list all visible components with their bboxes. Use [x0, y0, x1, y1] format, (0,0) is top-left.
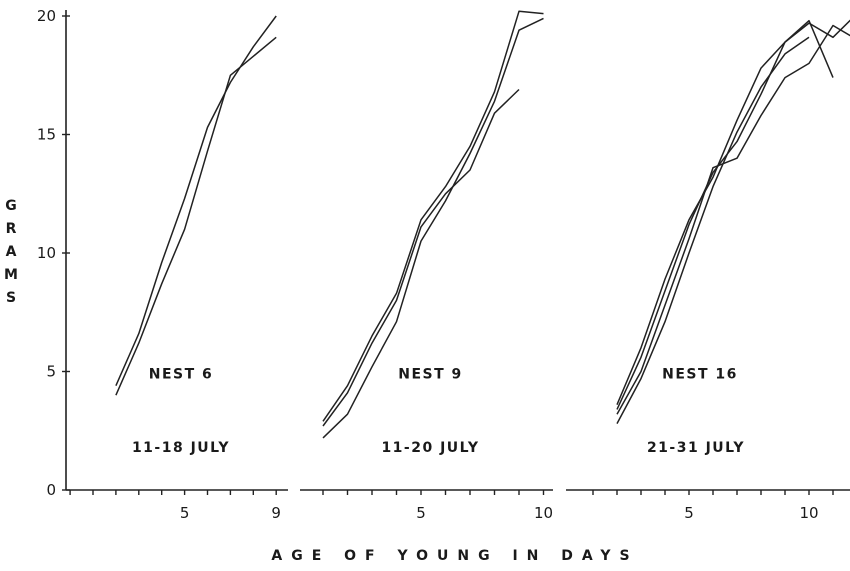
- growth-line-series: [322, 10, 544, 422]
- y-tick-label: 5: [46, 363, 56, 381]
- growth-line-series: [115, 15, 277, 387]
- panel-dates-label: 11-20 JULY: [381, 440, 479, 456]
- panel-nest-2: 5 10 NEST 16 21-31 JULY: [566, 19, 850, 522]
- growth-line-series: [616, 19, 850, 410]
- growth-line-series: [616, 36, 810, 424]
- growth-line-series: [322, 17, 544, 439]
- x-tick-label: 5: [180, 504, 190, 522]
- panel-dates-label: 21-31 JULY: [647, 440, 745, 456]
- y-tick-label: 10: [37, 244, 56, 262]
- growth-line-series: [115, 36, 277, 396]
- x-tick-label: 10: [534, 504, 553, 522]
- y-tick-label: 0: [46, 481, 56, 499]
- growth-line-series: [616, 24, 850, 415]
- panel-nest-1: 5 10 NEST 9 11-20 JULY: [300, 10, 553, 522]
- y-tick-label: 15: [37, 126, 56, 144]
- chart-panels: 5 9 NEST 6 11-18 JULY 5 10 NEST 9 11-20 JULY 5 10…: [66, 10, 850, 522]
- x-axis-title: AGE OF YOUNG IN DAYS: [271, 548, 638, 564]
- x-tick-label: 5: [416, 504, 426, 522]
- panel-dates-label: 11-18 JULY: [132, 440, 230, 456]
- y-tick-label: 20: [37, 7, 56, 25]
- panel-name-label: NEST 16: [662, 367, 738, 383]
- panel-name-label: NEST 9: [398, 367, 463, 383]
- panel-nest-0: 5 9 NEST 6 11-18 JULY: [66, 15, 288, 522]
- x-tick-label: 9: [271, 504, 281, 522]
- growth-line-series: [616, 19, 834, 405]
- growth-line-series: [322, 88, 520, 427]
- x-tick-label: 10: [799, 504, 818, 522]
- panel-name-label: NEST 6: [149, 367, 214, 383]
- x-tick-label: 5: [684, 504, 694, 522]
